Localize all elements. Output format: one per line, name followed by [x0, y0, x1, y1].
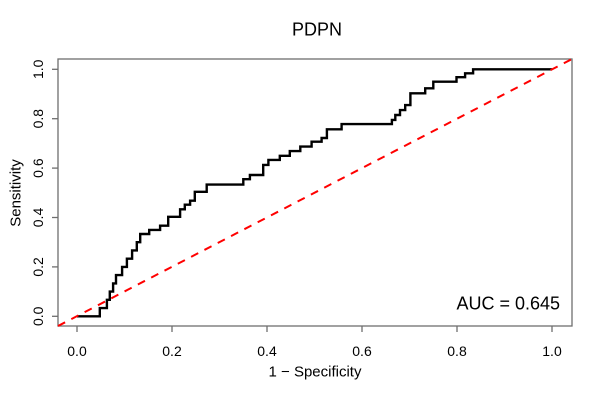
y-tick-label: 0.8 — [30, 109, 46, 129]
x-tick-label: 0.6 — [352, 343, 372, 359]
x-tick-label: 0.4 — [257, 343, 277, 359]
y-tick-label: 0.0 — [30, 306, 46, 326]
x-axis-label: 1 − Specificity — [268, 363, 362, 381]
x-tick-label: 0.0 — [67, 343, 87, 359]
x-tick-label: 0.8 — [447, 343, 467, 359]
y-tick-label: 0.4 — [30, 208, 46, 228]
chance-diagonal-line — [57, 58, 573, 327]
plot-title: PDPN — [291, 19, 343, 40]
y-tick-label: 1.0 — [30, 59, 46, 79]
y-tick-label: 0.2 — [30, 257, 46, 277]
x-tick-label: 0.2 — [162, 343, 182, 359]
x-tick-label: 1.0 — [542, 343, 562, 359]
roc-curve — [77, 68, 552, 318]
y-tick-label: 0.6 — [30, 158, 46, 178]
auc-annotation: AUC = 0.645 — [456, 293, 560, 314]
plot-border-box — [57, 58, 573, 327]
y-axis-label: Sensitivity — [7, 159, 25, 227]
